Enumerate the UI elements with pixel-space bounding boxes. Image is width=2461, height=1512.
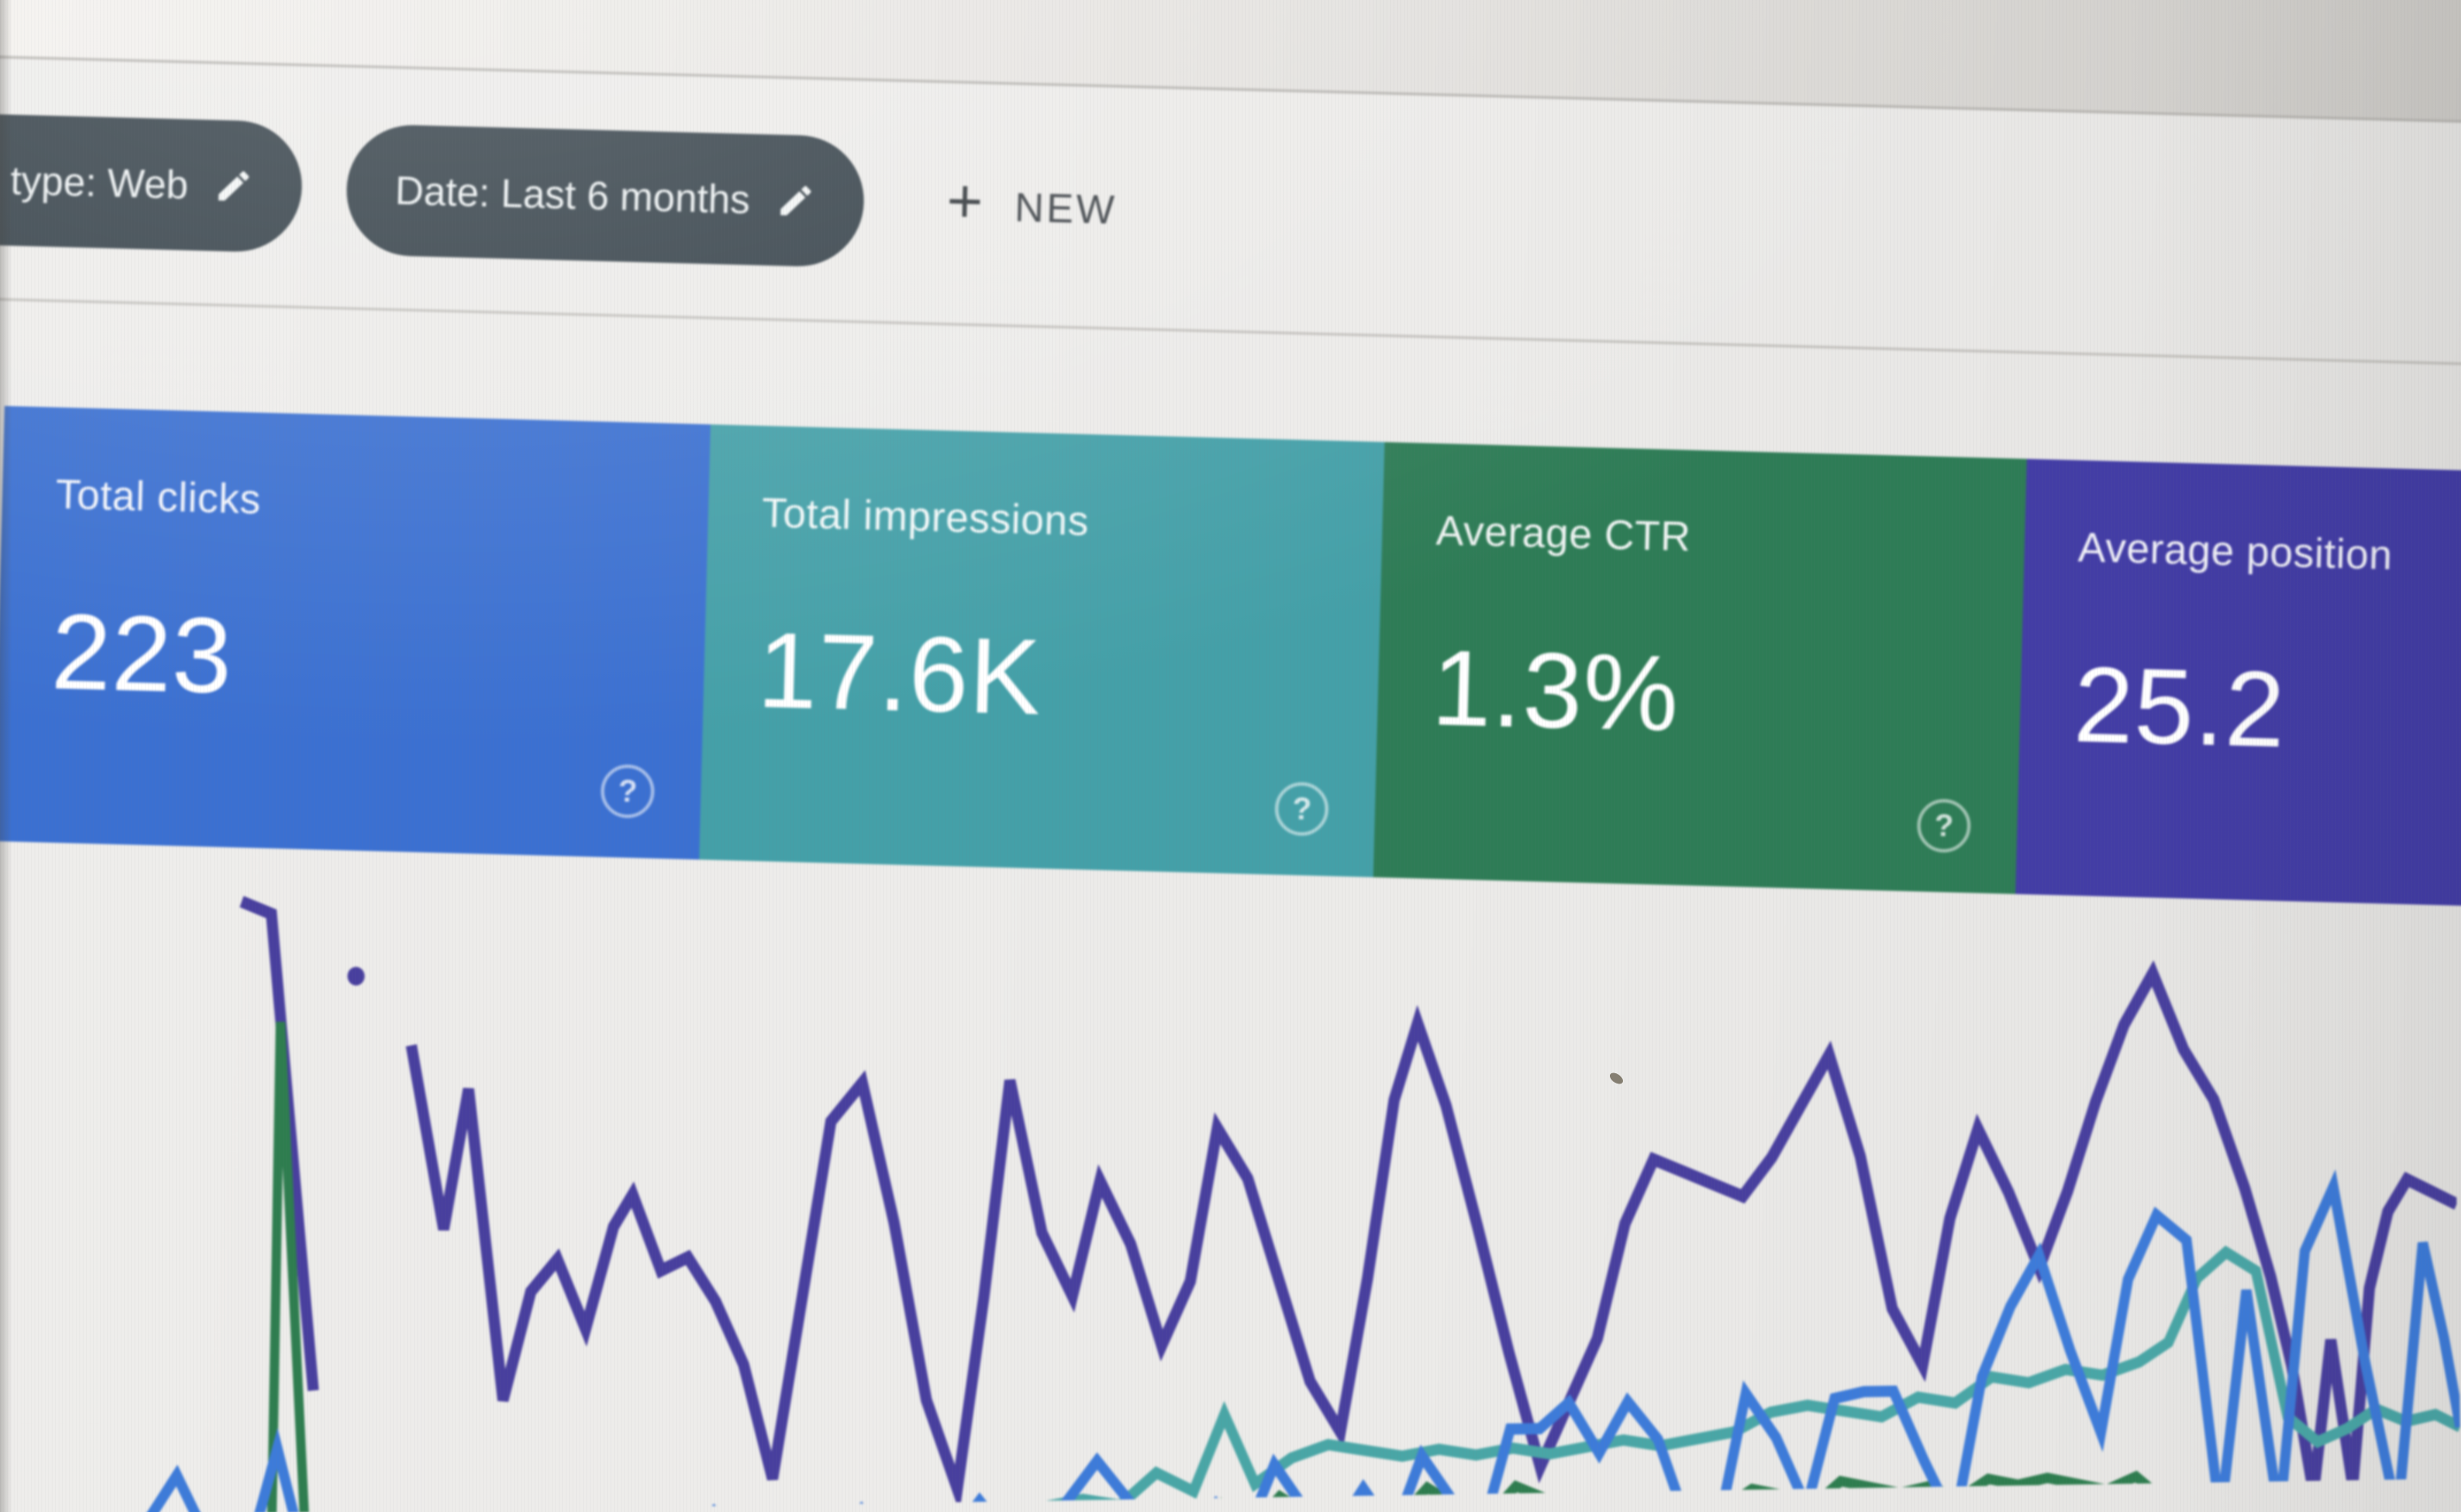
metric-card-label: Average position [2077, 524, 2394, 579]
metric-card-value: 17.6K [756, 610, 1043, 738]
metric-card-value: 223 [50, 592, 235, 716]
new-filter-button[interactable]: + NEW [941, 166, 1124, 241]
help-icon[interactable]: ? [1274, 781, 1330, 837]
window-top-band [0, 0, 2461, 128]
help-icon[interactable]: ? [600, 764, 655, 819]
metric-card-label: Total impressions [761, 490, 1090, 545]
metric-card-value: 1.3% [1430, 628, 1681, 754]
toolbar-divider [0, 297, 2461, 369]
performance-line-chart[interactable] [0, 823, 2461, 1512]
new-filter-button-label: NEW [1014, 183, 1118, 233]
metric-card-total-impressions[interactable]: Total impressions 17.6K ? [699, 424, 1386, 878]
plus-icon: + [945, 166, 986, 237]
performance-chart-svg [120, 896, 2461, 1512]
filter-chip-search-type-label: type: Web [9, 158, 190, 208]
filter-chip-date[interactable]: Date: Last 6 months [345, 123, 866, 268]
metric-card-average-ctr[interactable]: Average CTR 1.3% ? [1373, 441, 2027, 895]
metric-card-total-clicks[interactable]: Total clicks 223 ? [0, 405, 711, 860]
edit-icon [218, 171, 249, 201]
filter-toolbar: type: Web Date: Last 6 months + NEW [0, 109, 2461, 316]
filter-chip-date-label: Date: Last 6 months [394, 167, 751, 222]
metric-card-label: Total clicks [54, 472, 262, 523]
filter-chip-search-type[interactable]: type: Web [0, 109, 304, 253]
metric-card-label: Average CTR [1435, 508, 1692, 561]
metric-card-value: 25.2 [2072, 645, 2288, 771]
edit-icon [780, 185, 811, 216]
